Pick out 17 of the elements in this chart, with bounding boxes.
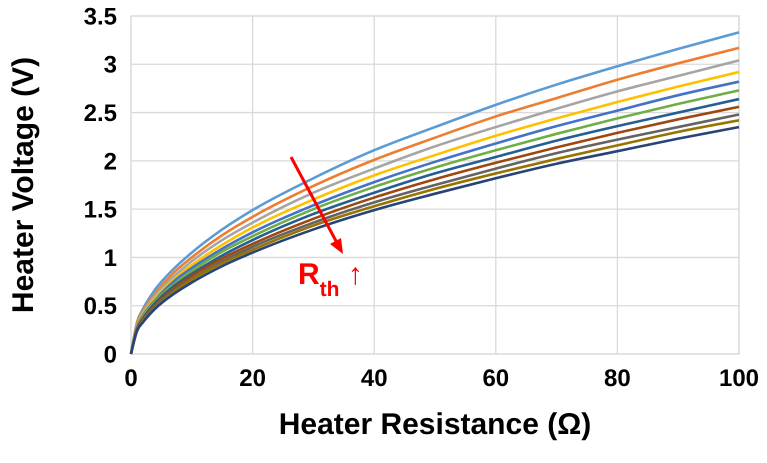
y-tick-label: 2.5	[84, 100, 117, 127]
y-tick-label: 3.5	[84, 3, 117, 30]
x-axis-title: Heater Resistance (Ω)	[278, 408, 592, 441]
y-tick-label: 1	[104, 244, 117, 272]
x-tick-label: 20	[239, 365, 266, 392]
x-tick-label: 0	[124, 365, 138, 392]
x-tick-label: 60	[482, 365, 510, 392]
y-tick-label: 1.5	[84, 196, 117, 224]
x-tick-label: 80	[604, 365, 631, 392]
y-tick-label: 0	[104, 341, 117, 368]
y-axis-title: Heater Voltage (V)	[7, 56, 40, 314]
x-tick-label: 100	[718, 365, 760, 392]
y-tick-label: 3	[104, 52, 117, 79]
y-tick-label: 0.5	[84, 293, 117, 320]
y-tick-label: 2	[104, 148, 117, 176]
annotation: R$_{th}$ ↑	[298, 258, 363, 300]
x-tick-label: 40	[360, 365, 388, 392]
